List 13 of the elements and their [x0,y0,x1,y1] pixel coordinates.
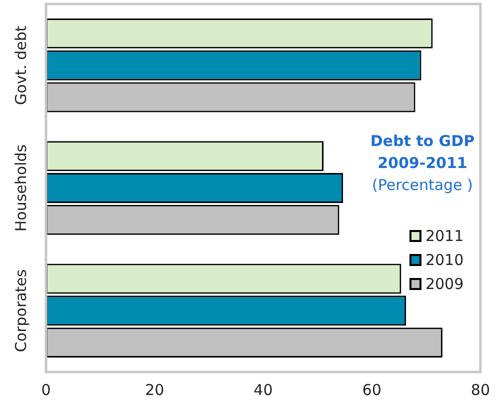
y-tick-label: Corporates [12,269,30,352]
legend-label: 2009 [425,274,464,293]
x-tick-label: 0 [41,380,51,399]
x-tick-label: 80 [470,380,490,399]
x-tick-label: 40 [254,380,273,399]
text: Debt to GDP 2009-2011 [370,132,475,172]
legend-label: 2011 [425,226,464,245]
text: (Percentage ) [372,176,473,194]
legend-label: 2010 [425,250,464,269]
y-tick-label: Govt. debt [12,26,30,105]
y-tick-label: Households [12,144,30,232]
x-tick-label: 20 [145,380,164,399]
x-tick-label: 60 [362,380,382,399]
